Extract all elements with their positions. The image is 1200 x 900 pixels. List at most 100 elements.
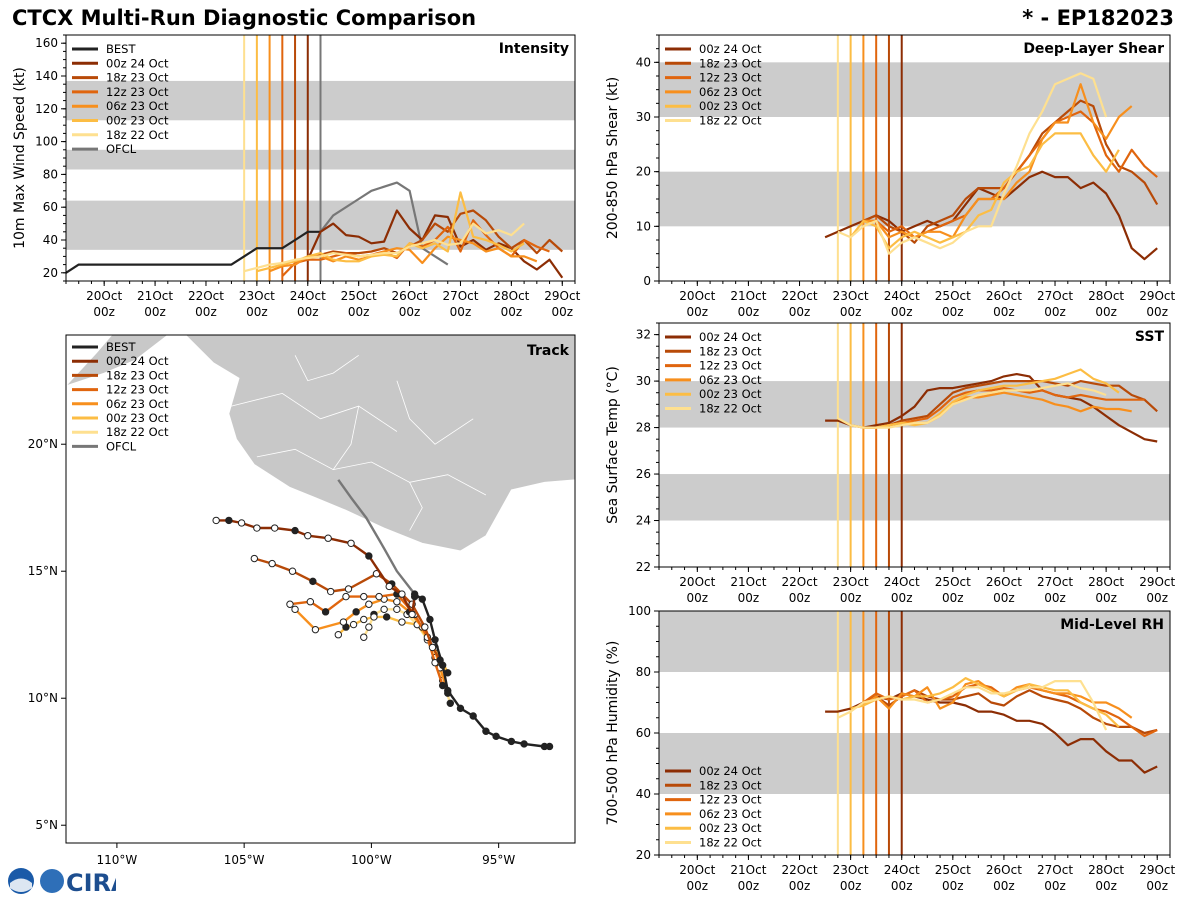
y-tick-label: 100 — [628, 604, 651, 618]
x-tick-label-day: 22Oct — [782, 289, 818, 303]
chart-rh: 20 40 60 80 100 20Oct 00z 21Oct 00z 22Oct 00z 23Oct… — [605, 604, 1176, 893]
series-06z-23-oct — [863, 391, 1132, 429]
x-tick-label-hour: 00z — [501, 305, 523, 319]
x-tick-label-day: 26Oct — [986, 863, 1022, 877]
track-point-00z-23-oct — [382, 613, 391, 621]
globe-icon — [40, 869, 64, 893]
logo-text: CIRA — [66, 869, 116, 896]
x-tick-label-hour: 00z — [1095, 591, 1117, 605]
x-tick-label-day: 28Oct — [493, 289, 529, 303]
band-shear-0 — [659, 171, 1170, 227]
series-00z-23-oct — [850, 368, 1120, 429]
x-tick-label: 110°W — [97, 853, 138, 867]
plot-area-shear — [659, 35, 1170, 281]
track-point-12z-23-oct — [375, 592, 383, 601]
track-point-18z-22-oct — [360, 633, 368, 641]
y-axis-label: 10m Max Wind Speed (kt) — [12, 67, 28, 249]
legend-label: 18z 23 Oct — [106, 71, 169, 85]
y-tick-label: 24 — [636, 514, 651, 528]
track-point-best — [540, 742, 549, 751]
x-tick-label-day: 25Oct — [341, 289, 377, 303]
x-tick-label-day: 23Oct — [833, 289, 869, 303]
x-tick-label-day: 27Oct — [442, 289, 478, 303]
x-tick-label-hour: 00z — [738, 591, 760, 605]
x-tick-label-day: 27Oct — [1037, 575, 1073, 589]
x-tick-label-hour: 00z — [1044, 591, 1066, 605]
x-tick-label: 105°W — [224, 853, 265, 867]
y-tick-label: 120 — [35, 102, 58, 116]
y-tick-label: 20 — [43, 266, 58, 280]
x-tick-label-day: 25Oct — [935, 575, 971, 589]
axes-frame — [65, 334, 576, 844]
track-point-best — [438, 661, 447, 669]
state-border — [256, 448, 487, 496]
x-tick-label-hour: 00z — [144, 305, 166, 319]
track-point-00z-24-oct — [225, 516, 233, 525]
track-point-18z-23-oct — [421, 623, 429, 631]
track-point-12z-23-oct — [438, 681, 447, 690]
state-border — [294, 354, 359, 382]
x-tick-label-hour: 00z — [840, 305, 862, 319]
x-tick-label-day: 21Oct — [730, 289, 766, 303]
track-point-best — [410, 590, 419, 598]
track-point-00z-24-oct — [212, 516, 220, 525]
track-point-06z-23-oct — [352, 608, 360, 616]
y-axis-label: 700-500 hPa Humidity (%) — [605, 641, 621, 826]
plot-area-rh — [659, 611, 1170, 855]
y-tick-label: 32 — [636, 328, 651, 342]
band-rh-1 — [659, 611, 1170, 672]
x-tick-label-day: 23Oct — [239, 289, 275, 303]
x-tick-label-hour: 00z — [687, 591, 709, 605]
track-point-06z-23-oct — [393, 598, 401, 606]
track-ofcl — [337, 479, 416, 595]
chart-shear: 0 10 20 30 40 20Oct 00z 21Oct 00z 22Oct 00z 23Oct 00… — [605, 34, 1176, 319]
y-tick-label: 20 — [636, 848, 651, 862]
legend-label: 00z 24 Oct — [699, 42, 762, 56]
track-point-18z-22-oct — [365, 623, 373, 631]
x-tick-label-hour: 00z — [297, 305, 319, 319]
legend-label: 18z 22 Oct — [699, 402, 762, 416]
track-point-18z-23-oct — [250, 554, 259, 563]
chart-title: Intensity — [499, 41, 569, 57]
legend-label: 00z 23 Oct — [699, 387, 762, 401]
track-point-best — [520, 740, 528, 748]
track-point-06z-23-oct — [339, 618, 348, 626]
x-tick-label-day: 20Oct — [679, 575, 715, 589]
legend-label: 18z 23 Oct — [699, 56, 762, 70]
chart-title: Deep-Layer Shear — [1023, 41, 1164, 57]
x-tick-label-hour: 00z — [399, 305, 421, 319]
legend-label: 06z 23 Oct — [106, 397, 169, 411]
state-border — [511, 489, 538, 546]
x-tick-label-day: 27Oct — [1037, 289, 1073, 303]
track-point-18z-23-oct — [326, 587, 335, 596]
y-tick-label: 28 — [636, 421, 651, 435]
series-18z-22-oct — [837, 382, 1107, 429]
x-tick-label-hour: 00z — [1095, 879, 1117, 893]
legend-label: 12z 23 Oct — [699, 359, 762, 373]
track-point-18z-22-oct — [393, 605, 401, 614]
x-tick-label-hour: 00z — [993, 305, 1015, 319]
y-tick-label: 40 — [636, 787, 651, 801]
band-sst-0 — [659, 474, 1170, 521]
track-point-06z-23-oct — [365, 600, 373, 608]
track-point-00z-24-oct — [291, 526, 299, 535]
x-tick-label-day: 21Oct — [730, 863, 766, 877]
storm-id: * - EP182023 — [1022, 6, 1174, 30]
x-tick-label-hour: 00z — [942, 879, 964, 893]
series-00z-23-oct — [849, 132, 1120, 250]
legend-label: OFCL — [106, 439, 137, 453]
legend-label: 18z 23 Oct — [699, 778, 762, 792]
track-point-best — [418, 595, 426, 603]
legend-label: 12z 23 Oct — [106, 383, 169, 397]
x-tick-label-hour: 00z — [1095, 305, 1117, 319]
series-18z-23-oct — [862, 689, 1158, 735]
track-point-00z-24-oct — [324, 534, 332, 542]
x-tick-label-day: 21Oct — [730, 575, 766, 589]
y-tick-label: 80 — [43, 167, 58, 181]
band-shear-1 — [659, 62, 1170, 117]
x-tick-label-hour: 00z — [738, 305, 760, 319]
x-tick-label-hour: 00z — [789, 879, 811, 893]
series-18z-22-oct — [837, 72, 1108, 255]
track-point-12z-23-oct — [360, 592, 368, 601]
x-tick-label-hour: 00z — [1146, 305, 1168, 319]
